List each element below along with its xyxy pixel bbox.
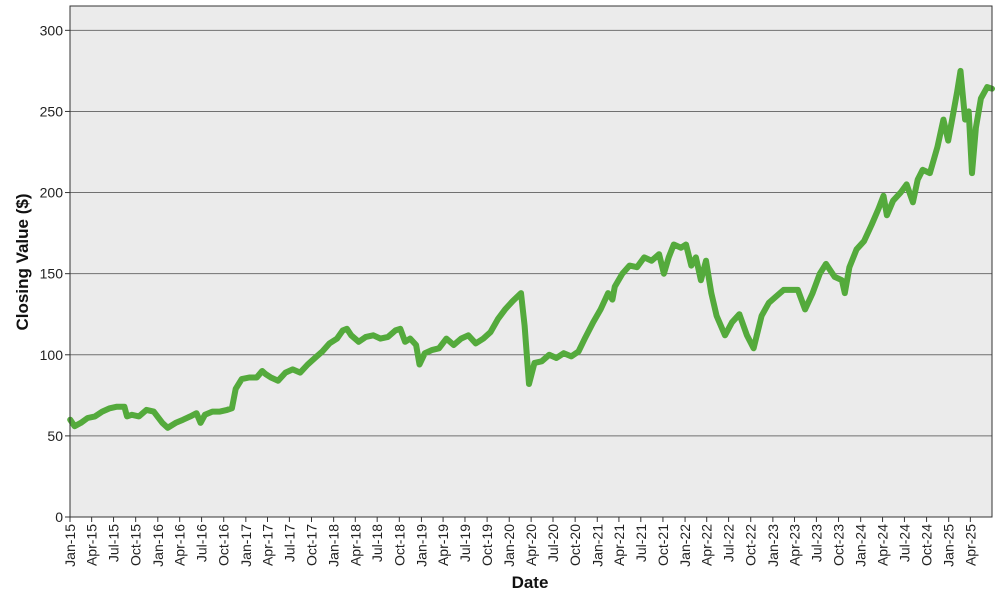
y-tick-label: 200 bbox=[40, 185, 64, 201]
y-tick-label: 150 bbox=[40, 266, 64, 282]
x-tick-label: Apr-19 bbox=[435, 524, 451, 566]
y-axis: 0 50 100 150 200 250 300 bbox=[40, 22, 70, 525]
gridlines bbox=[70, 29, 992, 437]
y-axis-title: Closing Value ($) bbox=[13, 194, 32, 331]
x-tick-label: Oct-15 bbox=[128, 524, 144, 566]
y-tick-label: 100 bbox=[40, 347, 64, 363]
x-tick-label: Jan-25 bbox=[941, 524, 957, 567]
x-tick-label: Oct-20 bbox=[567, 524, 583, 566]
x-tick-label: Jan-18 bbox=[326, 524, 342, 567]
x-tick-label: Apr-16 bbox=[172, 524, 188, 566]
x-tick-label: Apr-21 bbox=[611, 524, 627, 566]
x-tick-label: Apr-18 bbox=[347, 524, 363, 566]
x-tick-label: Jul-15 bbox=[106, 524, 122, 562]
x-tick-label: Jul-16 bbox=[194, 524, 210, 562]
x-tick-label: Jul-18 bbox=[369, 524, 385, 562]
x-tick-label: Apr-20 bbox=[523, 524, 539, 566]
x-tick-label: Jul-17 bbox=[281, 524, 297, 562]
x-tick-label: Apr-24 bbox=[875, 524, 891, 566]
x-tick-label: Apr-23 bbox=[787, 524, 803, 566]
x-tick-label: Jan-22 bbox=[677, 524, 693, 567]
x-tick-label: Oct-19 bbox=[479, 524, 495, 566]
x-tick-label: Apr-25 bbox=[962, 524, 978, 566]
x-tick-label: Oct-21 bbox=[655, 524, 671, 566]
y-tick-label: 0 bbox=[55, 509, 63, 525]
x-tick-label: Jul-20 bbox=[545, 524, 561, 562]
x-tick-label: Jan-24 bbox=[853, 524, 869, 567]
plot-area bbox=[70, 6, 992, 517]
x-tick-label: Jul-24 bbox=[896, 524, 912, 562]
x-tick-label: Apr-22 bbox=[699, 524, 715, 566]
x-tick-label: Jan-16 bbox=[150, 524, 166, 567]
x-tick-label: Oct-17 bbox=[304, 524, 320, 566]
x-tick-label: Oct-23 bbox=[831, 524, 847, 566]
y-tick-label: 50 bbox=[47, 428, 63, 444]
x-tick-label: Jan-15 bbox=[62, 524, 78, 567]
x-tick-label: Jan-21 bbox=[589, 524, 605, 567]
x-tick-label: Apr-15 bbox=[84, 524, 100, 566]
x-tick-label: Oct-18 bbox=[391, 524, 407, 566]
x-tick-label: Oct-16 bbox=[216, 524, 232, 566]
x-tick-label: Jul-19 bbox=[457, 524, 473, 562]
x-tick-label: Jan-19 bbox=[413, 524, 429, 567]
series-layer bbox=[67, 67, 995, 431]
x-tick-label: Apr-17 bbox=[259, 524, 275, 566]
x-tick-label: Jan-23 bbox=[765, 524, 781, 567]
x-tick-label: Jan-17 bbox=[238, 524, 254, 567]
x-tick-label: Oct-22 bbox=[743, 524, 759, 566]
x-axis: Jan-15 Apr-15 Jul-15 Oct-15 Jan-16 Apr-16 Jul-… bbox=[62, 517, 978, 567]
x-tick-label: Jul-21 bbox=[633, 524, 649, 562]
x-tick-label: Oct-24 bbox=[919, 524, 935, 566]
x-axis-title: Date bbox=[512, 573, 549, 592]
y-tick-label: 300 bbox=[40, 22, 64, 38]
y-tick-label: 250 bbox=[40, 103, 64, 119]
x-tick-label: Jan-20 bbox=[501, 524, 517, 567]
x-tick-label: Jul-22 bbox=[721, 524, 737, 562]
x-tick-label: Jul-23 bbox=[808, 524, 824, 562]
series-line bbox=[67, 67, 995, 431]
